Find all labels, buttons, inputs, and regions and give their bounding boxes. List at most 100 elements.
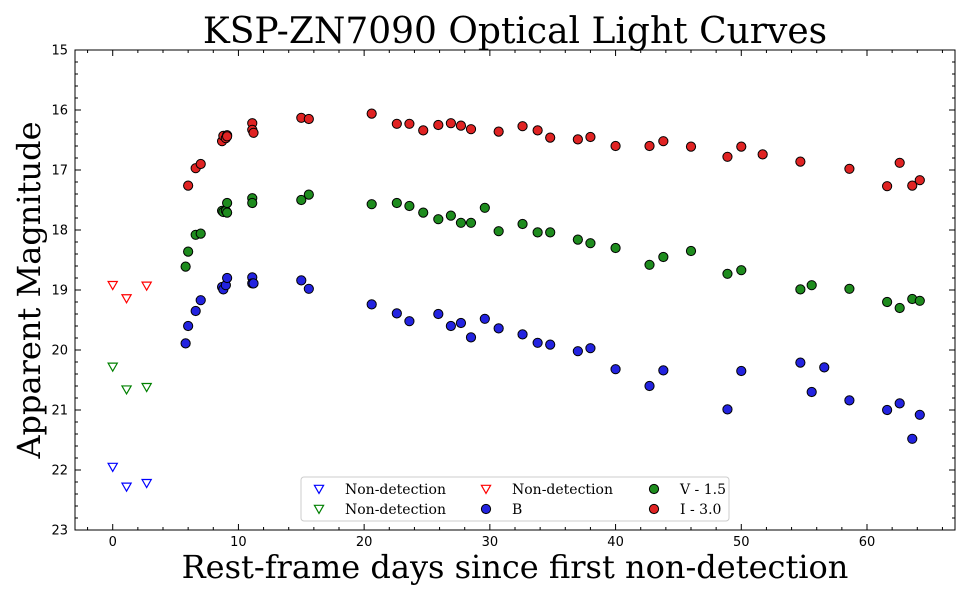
data-point [222,197,233,209]
data-point [180,261,191,272]
data-point [455,217,467,228]
data-point [296,194,307,206]
data-point [418,125,429,136]
data-point [479,313,490,324]
data-point [545,132,556,143]
data-point [806,280,817,291]
data-point [572,346,583,357]
data-point [658,251,669,263]
legend-marker [480,484,492,495]
data-point [819,362,830,373]
y-tick-label: 19 [51,284,68,299]
data-point [795,284,806,295]
data-point [610,364,621,375]
data-point [493,126,504,137]
upper-limit-marker [107,280,119,291]
legend-marker [313,484,325,495]
y-tick-label: 16 [51,104,68,119]
x-tick-label: 60 [859,535,876,550]
series-2 [107,280,153,304]
plot-area [74,49,956,531]
data-point [445,210,456,221]
data-point [894,398,905,409]
data-point [644,140,655,152]
data-point [736,141,747,152]
upper-limit-marker [141,382,153,393]
data-point [195,295,206,306]
data-point [532,337,543,348]
data-point [404,200,415,212]
data-point [180,338,191,349]
upper-limit-marker [107,362,119,373]
data-point [844,283,855,294]
y-tick-label: 15 [51,44,68,59]
data-point [222,207,233,218]
data-point [433,308,444,320]
y-tick-label: 20 [51,344,68,359]
data-point [465,124,477,135]
data-point [303,283,314,294]
data-point [455,317,467,329]
data-point [303,113,314,125]
data-point [806,386,817,398]
upper-limit-marker [141,478,153,489]
legend-label: B [512,502,522,518]
x-tick-label: 0 [109,535,117,550]
data-point [894,157,905,168]
upper-limit-marker [141,281,153,292]
data-point [190,305,201,317]
upper-limit-marker [120,294,133,304]
data-point [572,134,583,145]
upper-limit-marker [120,385,133,396]
data-point [572,234,583,245]
data-point [433,214,444,225]
data-point [685,141,697,152]
data-point [222,272,233,284]
data-point [610,140,621,152]
data-point [222,131,233,142]
y-tick-label: 21 [51,404,68,419]
data-point [418,207,429,218]
data-point [366,108,377,119]
legend-label: V - 1.5 [679,482,726,498]
data-point [722,404,733,415]
x-tick-label: 10 [230,535,247,550]
data-point [183,180,194,191]
series-3 [180,272,925,444]
data-point [455,120,467,131]
y-tick-label: 18 [51,224,68,239]
data-point [914,175,925,186]
data-point [658,365,669,376]
y-axis-label: Apparent Magnitude [10,121,48,459]
data-point [914,295,925,306]
data-point [545,339,556,350]
data-point [445,118,456,129]
legend-box [300,476,730,522]
legend-marker [648,483,660,495]
data-point [248,278,259,289]
data-point [685,245,697,257]
data-point [366,199,377,210]
y-tick-label: 22 [51,464,68,479]
legend-label: Non-detection [345,502,446,518]
data-point [736,365,747,377]
upper-limit-marker [120,482,133,493]
data-point [882,181,893,192]
data-point [195,158,206,170]
data-point [757,149,768,160]
x-tick-label: 20 [356,535,373,550]
axis-ticks: 0 10 20 30 40 50 60 15 16 17 18 19 20 21 22 23 [51,44,955,550]
data-point [532,125,543,136]
data-point [795,357,806,368]
data-point [445,320,456,332]
data-point [247,197,258,209]
data-point [517,218,528,230]
data-point [585,343,596,354]
data-point [644,380,655,392]
data-point [882,404,893,416]
data-point [532,227,543,238]
y-tick-label: 23 [51,524,68,539]
legend-label: Non-detection [512,482,613,498]
data-point [479,202,490,213]
